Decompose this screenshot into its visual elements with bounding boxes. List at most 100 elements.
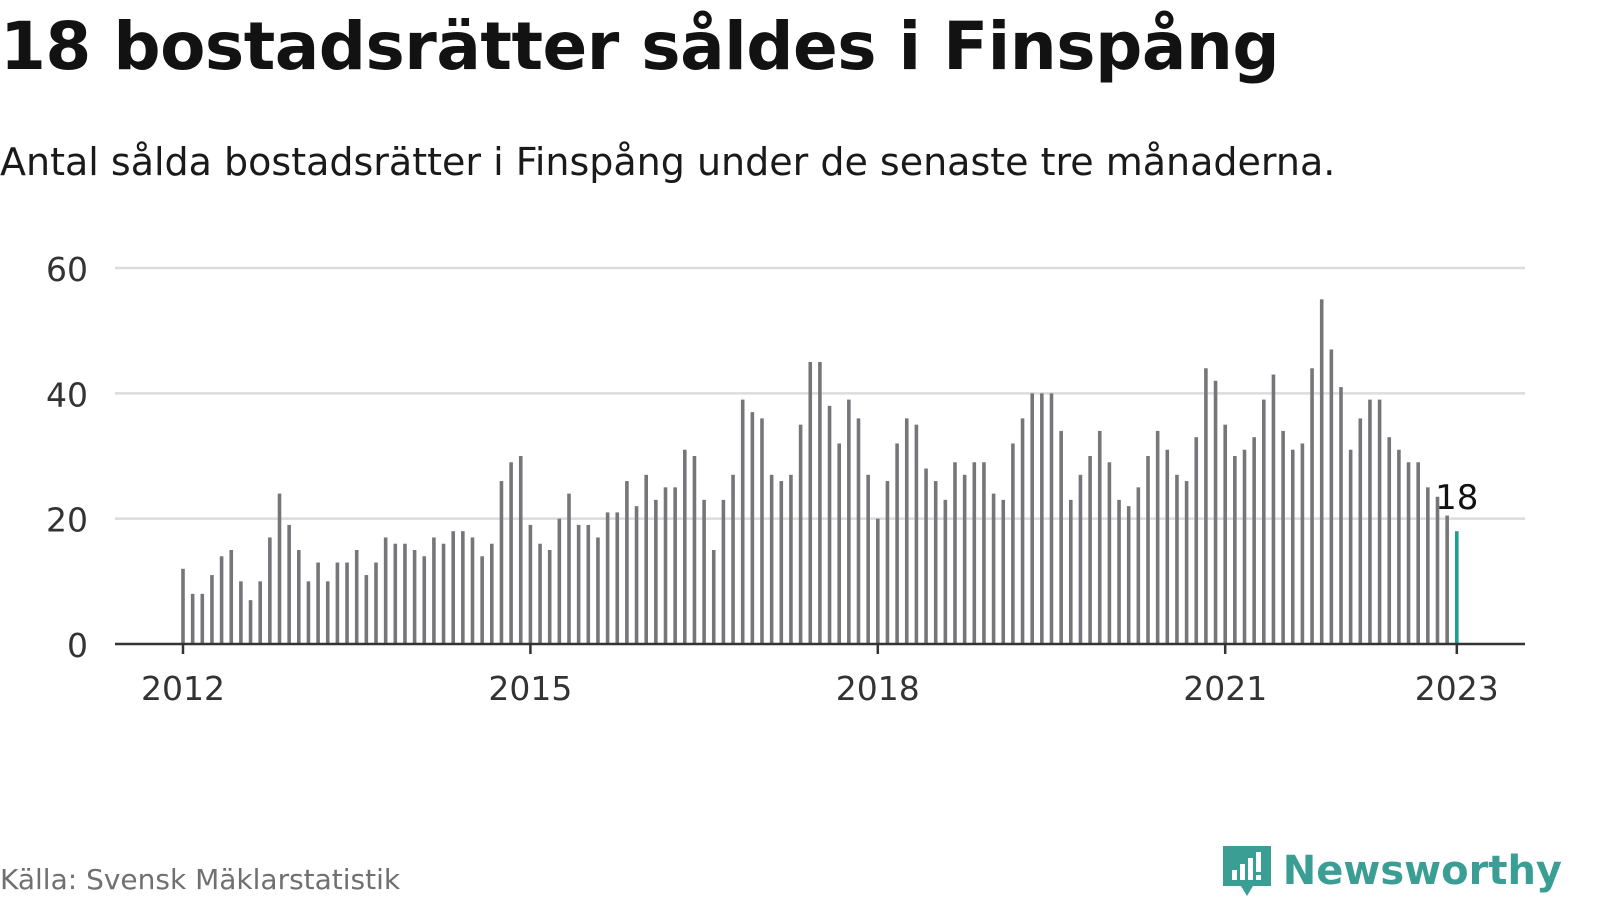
bar <box>190 593 195 644</box>
bar <box>876 518 880 644</box>
bar <box>798 424 803 644</box>
bar <box>808 362 813 644</box>
bar <box>518 456 523 644</box>
bar <box>711 550 716 644</box>
bar <box>1204 368 1208 644</box>
bar <box>1223 424 1227 644</box>
bar <box>316 562 320 644</box>
bar <box>547 550 552 644</box>
bar <box>654 499 658 644</box>
bar <box>1358 418 1363 644</box>
bar <box>1030 393 1034 644</box>
bar <box>480 556 484 644</box>
bar <box>1194 437 1199 644</box>
y-tick-label: 40 <box>46 375 88 414</box>
bar <box>364 575 369 644</box>
bar <box>1348 449 1353 644</box>
bar <box>451 531 455 644</box>
brand-name: Newsworthy <box>1282 848 1562 894</box>
bar <box>1339 387 1343 644</box>
bar <box>982 462 986 644</box>
bar <box>721 499 726 644</box>
bar <box>663 487 668 644</box>
bar <box>789 474 793 644</box>
bar <box>1406 462 1411 644</box>
bar <box>991 493 996 644</box>
bar <box>229 550 234 644</box>
bar <box>1368 399 1372 644</box>
bar <box>943 499 948 644</box>
bar <box>750 412 755 644</box>
bar <box>258 581 262 644</box>
bar <box>731 474 735 644</box>
bar <box>1445 515 1449 644</box>
bar <box>277 493 282 644</box>
bar <box>1069 499 1073 644</box>
bar <box>1310 368 1314 644</box>
bar <box>1262 399 1266 644</box>
bar <box>567 493 571 644</box>
bar <box>1397 449 1401 644</box>
bar <box>383 537 388 644</box>
bar <box>268 537 272 644</box>
bar <box>557 518 562 644</box>
bar-chart-logo-icon <box>1222 846 1271 896</box>
bar <box>403 543 407 644</box>
bar <box>914 424 919 644</box>
bar <box>325 581 330 644</box>
x-tick-label: 2021 <box>1183 669 1267 708</box>
bar <box>933 481 938 644</box>
bar <box>837 443 841 644</box>
bar <box>1416 462 1420 644</box>
bar <box>885 481 890 644</box>
bar <box>1252 437 1256 644</box>
bar <box>1059 430 1063 644</box>
bar <box>1136 487 1141 644</box>
y-tick-label: 0 <box>67 626 88 665</box>
y-tick-label: 20 <box>46 501 88 540</box>
bar <box>499 481 504 644</box>
y-tick-label: 60 <box>46 250 88 289</box>
bar <box>1290 449 1295 644</box>
bar <box>345 562 349 644</box>
bar <box>596 537 600 644</box>
bar <box>354 550 359 644</box>
bar <box>470 537 475 644</box>
bar <box>953 462 957 644</box>
bar <box>625 481 629 644</box>
bar <box>490 543 494 644</box>
bar <box>769 474 774 644</box>
bar <box>1040 393 1044 644</box>
bar <box>239 581 243 644</box>
bar <box>972 462 977 644</box>
bar <box>634 506 639 644</box>
bar <box>760 418 764 644</box>
bar <box>287 524 291 644</box>
chart-title: 18 bostadsrätter såldes i Finspång <box>0 8 1280 85</box>
bar <box>422 556 427 644</box>
bar <box>432 537 436 644</box>
bar <box>181 568 185 644</box>
bar <box>1233 456 1237 644</box>
x-tick-label: 2023 <box>1415 669 1499 708</box>
bar <box>306 581 311 644</box>
x-tick-label: 2018 <box>836 669 920 708</box>
bar <box>335 562 340 644</box>
bar <box>219 556 224 644</box>
bar <box>683 449 687 644</box>
highlight-data-label: 18 <box>1435 478 1478 518</box>
bar <box>1175 474 1179 644</box>
bar <box>1184 481 1189 644</box>
bar <box>1435 496 1440 644</box>
chart-subtitle: Antal sålda bostadsrätter i Finspång und… <box>0 140 1336 184</box>
bar-chart: 0 20 40 60 2012 2015 2018 2021 2023 18 <box>46 250 1525 708</box>
bar <box>412 550 417 644</box>
x-tick-label: 2012 <box>141 669 225 708</box>
bar <box>1300 443 1305 644</box>
bar <box>1146 456 1150 644</box>
bar <box>615 512 620 644</box>
bar <box>779 481 784 644</box>
bar <box>1377 399 1382 644</box>
bar <box>847 399 851 644</box>
bar <box>644 474 648 644</box>
